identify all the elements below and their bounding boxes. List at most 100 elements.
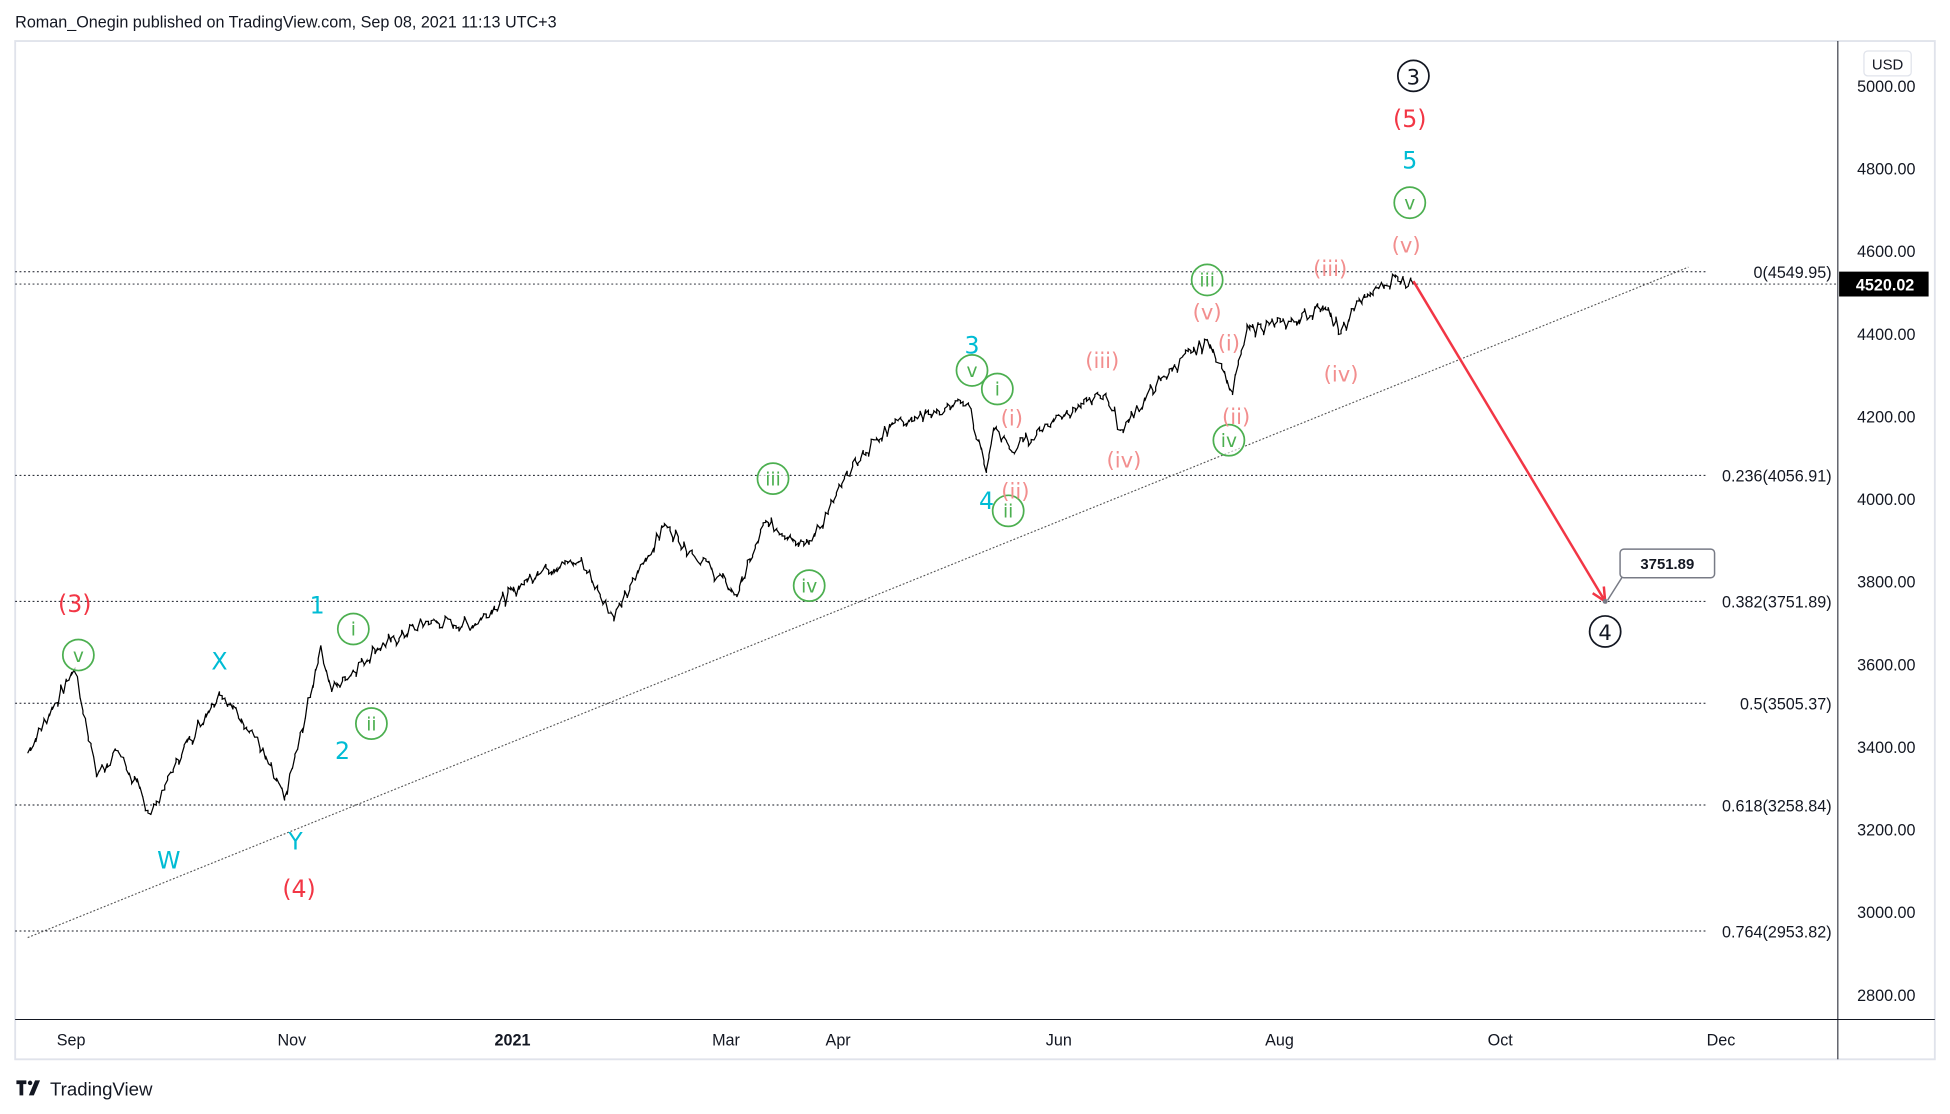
wave-label-pink: (ii): [1001, 479, 1029, 504]
wave-label-text: 5: [1402, 147, 1417, 175]
currency-label: USD: [1872, 58, 1904, 74]
currency-badge[interactable]: [1863, 50, 1912, 77]
wave-label-pink: (ii): [1222, 404, 1250, 429]
wave-label-green: iv: [1212, 423, 1246, 457]
wave-label-pink: (iv): [1107, 448, 1142, 473]
price-tick-label: 4200.00: [1857, 408, 1915, 426]
time-tick-label: Nov: [277, 1032, 307, 1050]
wave-label-circle: [61, 638, 95, 672]
wave-label-cyan: 4: [979, 487, 994, 515]
tradingview-logo-text: TradingView: [50, 1078, 153, 1099]
wave-label-text: 2: [335, 737, 350, 765]
wave-label-cyan: 1: [310, 591, 325, 619]
wave-label-pink: (iv): [1324, 362, 1359, 387]
wave-label-text: ii: [366, 714, 376, 735]
wave-label-pink: (v): [1392, 232, 1421, 257]
trendline[interactable]: [27, 266, 1689, 939]
wave-label-circle: [336, 612, 370, 646]
price-tick-label: 3000.00: [1857, 904, 1915, 922]
wave-label-cyan: 2: [335, 737, 350, 765]
wave-label-cyan: Y: [287, 828, 303, 856]
wave-label-text: iv: [801, 576, 817, 597]
fib-level-label: 0.382(3751.89): [1722, 594, 1832, 612]
price-tick-label: 3400.00: [1857, 739, 1915, 757]
wave-label-text: (5): [1393, 105, 1426, 133]
wave-label-text: ii: [1003, 502, 1013, 523]
tradingview-logo-icon: [16, 1080, 41, 1096]
time-tick-label: Aug: [1265, 1032, 1294, 1050]
wave-label-text: (v): [1193, 300, 1222, 325]
time-tick-label: Dec: [1707, 1032, 1736, 1050]
wave-label-green: i: [336, 612, 370, 646]
fib-level-label: 0.5(3505.37): [1740, 695, 1832, 713]
target-callout-text: 3751.89: [1640, 557, 1694, 573]
price-axis[interactable]: 5000.00 4800.00 4600.00 4400.00 4200.00 4000.…: [1857, 78, 1915, 1005]
wave-label-text: (4): [282, 875, 315, 903]
wave-label-cyan: 3: [964, 332, 979, 360]
wave-label-cyan: X: [211, 648, 227, 676]
wave-label-text: v: [966, 361, 977, 382]
price-tick-label: 3200.00: [1857, 822, 1915, 840]
wave-label-red: (4): [282, 875, 315, 903]
wave-label-green: ii: [991, 494, 1025, 528]
wave-label-text: (iii): [1085, 348, 1119, 373]
price-series: [27, 272, 1414, 816]
price-tick-label: 4000.00: [1857, 491, 1915, 509]
wave-label-red: (5): [1393, 105, 1426, 133]
wave-label-text: Y: [287, 828, 303, 856]
time-tick-label: Mar: [712, 1032, 740, 1050]
time-tick-label: Oct: [1488, 1032, 1514, 1050]
wave-label-text: (iv): [1107, 448, 1142, 473]
wave-label-text: 3: [1407, 65, 1420, 90]
wave-label-circle: [955, 353, 989, 387]
wave-label-cyan: 5: [1402, 147, 1417, 175]
wave-label-black: 4: [1588, 615, 1622, 648]
wave-label-circle: [991, 494, 1025, 528]
time-tick-label: 2021: [495, 1032, 531, 1050]
wave-label-text: v: [73, 646, 84, 667]
wave-label-green: v: [1393, 186, 1427, 220]
wave-label-text: (i): [1001, 405, 1023, 430]
projection-arrow[interactable]: 3751.89: [1412, 280, 1716, 604]
wave-label-text: (ii): [1001, 479, 1029, 504]
wave-label-text: 3: [964, 332, 979, 360]
wave-label-circle: [1190, 263, 1224, 297]
wave-label-text: v: [1404, 193, 1415, 214]
trendline-line[interactable]: [27, 266, 1689, 939]
wave-label-text: (i): [1218, 331, 1240, 356]
arrow-line[interactable]: [1412, 280, 1607, 603]
wave-label-circle: [792, 569, 826, 603]
wave-label-circle: [1212, 423, 1246, 457]
fib-level-label: 0.236(4056.91): [1722, 468, 1832, 486]
time-tick-label: Sep: [57, 1032, 86, 1050]
price-tick-label: 2800.00: [1857, 987, 1915, 1005]
wave-label-text: (iii): [1313, 256, 1347, 281]
last-price-value: 4520.02: [1856, 276, 1914, 294]
wave-label-pink: (i): [1001, 405, 1023, 430]
price-tick-label: 3800.00: [1857, 574, 1915, 592]
wave-label-green: v: [61, 638, 95, 672]
price-tick-label: 4600.00: [1857, 243, 1915, 261]
fib-level-label: 0.618(3258.84): [1722, 797, 1832, 815]
wave-label-pink: (iii): [1085, 348, 1119, 373]
chart-frame: [14, 40, 1936, 1061]
wave-label-text: X: [211, 648, 227, 676]
time-tick-label: Jun: [1046, 1032, 1072, 1050]
wave-label-green: v: [955, 353, 989, 387]
price-tick-label: 4800.00: [1857, 161, 1915, 179]
wave-label-text: 4: [1598, 620, 1611, 645]
wave-label-text: (v): [1392, 232, 1421, 257]
time-tick-label: Apr: [826, 1032, 852, 1050]
wave-label-black: 3: [1396, 59, 1430, 93]
wave-label-green: i: [980, 372, 1014, 406]
wave-label-text: W: [157, 846, 180, 874]
price-line: [27, 272, 1414, 816]
wave-label-text: 4: [979, 487, 994, 515]
wave-label-text: iii: [1199, 271, 1215, 292]
fibonacci-retracement[interactable]: 0(4549.95) 0.236(4056.91) 0.382(3751.89) 0.…: [15, 264, 1838, 941]
wave-label-green: iii: [1190, 263, 1224, 297]
tradingview-logo[interactable]: TradingView: [16, 1078, 153, 1099]
wave-label-text: iii: [765, 469, 781, 490]
time-axis[interactable]: Sep Nov 2021 Mar Apr Jun Aug Oct Dec: [57, 1032, 1736, 1050]
